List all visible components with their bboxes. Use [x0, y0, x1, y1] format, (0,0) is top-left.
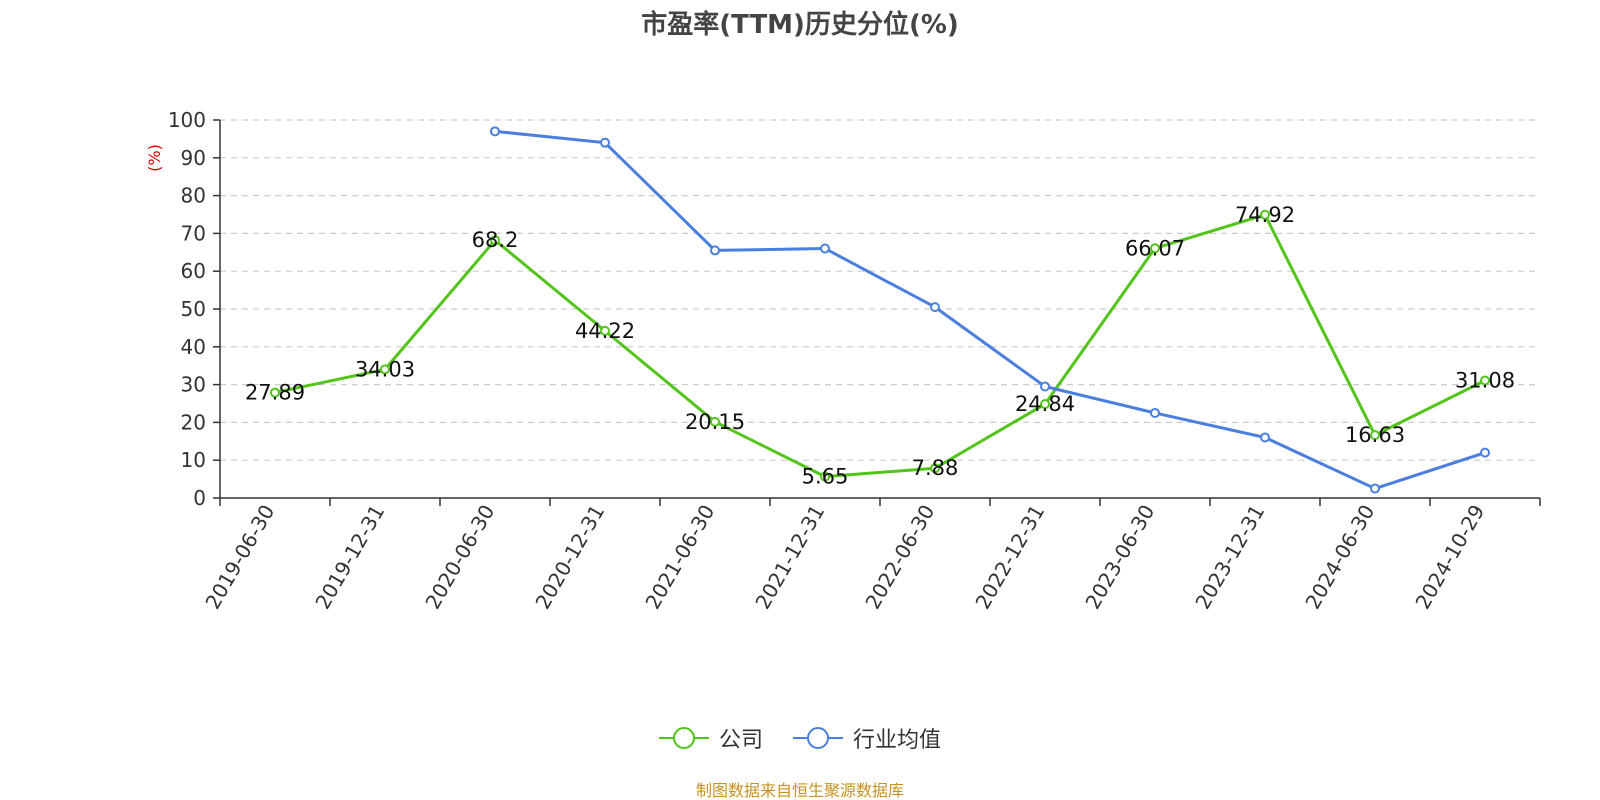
x-tick-label-10: 2024-06-30 — [1300, 501, 1379, 614]
data-label-0-4: 20.15 — [685, 410, 745, 434]
data-label-0-1: 34.03 — [355, 357, 415, 381]
legend-item-company[interactable]: 公司 — [658, 722, 763, 754]
data-label-0-0: 27.89 — [245, 381, 305, 405]
data-point-1-2[interactable] — [490, 126, 500, 137]
y-tick-label-60: 60 — [181, 259, 206, 283]
series-line-1 — [494, 129, 1486, 491]
y-axis-label: (%) — [145, 144, 164, 172]
legend: 公司 行业均值 — [0, 722, 1600, 754]
y-tick-label-0: 0 — [193, 486, 206, 510]
data-point-1-5[interactable] — [820, 243, 830, 254]
data-point-0-0[interactable] — [270, 387, 280, 398]
grid-lines — [220, 119, 1540, 461]
data-point-0-1[interactable] — [380, 364, 390, 375]
data-point-0-4[interactable] — [710, 416, 720, 427]
data-label-0-11: 31.08 — [1455, 369, 1515, 393]
data-label-0-2: 68.2 — [472, 228, 519, 252]
data-label-0-9: 74.92 — [1235, 203, 1295, 227]
data-point-1-8[interactable] — [1150, 407, 1160, 418]
y-tick-label-10: 10 — [181, 448, 206, 472]
x-tick-label-6: 2022-06-30 — [860, 501, 939, 614]
y-tick-label-100: 100 — [168, 108, 206, 132]
data-point-1-3[interactable] — [600, 137, 610, 148]
y-tick-label-50: 50 — [181, 297, 206, 321]
legend-label-company: 公司 — [718, 728, 763, 753]
y-tick-label-80: 80 — [181, 184, 206, 208]
series-line-0 — [274, 213, 1486, 479]
legend-marker-company — [658, 727, 709, 749]
x-tick-label-2: 2020-06-30 — [420, 501, 499, 614]
y-tick-label-40: 40 — [181, 335, 206, 359]
x-tick-label-11: 2024-10-29 — [1410, 501, 1489, 614]
data-point-1-11[interactable] — [1480, 447, 1490, 458]
data-point-0-2[interactable] — [490, 235, 500, 246]
data-point-0-5[interactable] — [820, 471, 830, 482]
data-label-0-7: 24.84 — [1015, 392, 1075, 416]
legend-item-industry-avg[interactable]: 行业均值 — [793, 722, 941, 754]
data-point-0-10[interactable] — [1370, 430, 1380, 441]
x-tick-label-1: 2019-12-31 — [310, 501, 389, 614]
data-point-1-7[interactable] — [1040, 381, 1050, 392]
data-label-0-6: 7.88 — [912, 456, 959, 480]
x-tick-label-4: 2021-06-30 — [640, 501, 719, 614]
x-tick-label-5: 2021-12-31 — [750, 501, 829, 614]
y-tick-label-90: 90 — [181, 146, 206, 170]
legend-label-industry-avg: 行业均值 — [853, 728, 942, 753]
data-label-0-10: 16.63 — [1345, 423, 1405, 447]
chart-title: 市盈率(TTM)历史分位(%) — [641, 10, 959, 40]
x-tick-label-9: 2023-12-31 — [1190, 501, 1269, 614]
data-label-0-5: 5.65 — [802, 465, 849, 489]
y-tick-label-70: 70 — [181, 221, 206, 245]
data-point-0-3[interactable] — [600, 325, 610, 336]
data-label-0-8: 66.07 — [1125, 236, 1185, 260]
source-note: 制图数据来自恒生聚源数据库 — [695, 781, 904, 800]
data-point-1-4[interactable] — [710, 245, 720, 256]
x-tick-label-7: 2022-12-31 — [970, 501, 1049, 614]
y-tick-label-20: 20 — [181, 410, 206, 434]
data-point-0-8[interactable] — [1150, 243, 1160, 254]
x-tick-label-8: 2023-06-30 — [1080, 501, 1159, 614]
x-tick-label-0: 2019-06-30 — [200, 501, 279, 614]
data-point-1-6[interactable] — [930, 302, 940, 313]
data-point-0-6[interactable] — [930, 463, 940, 474]
data-point-1-10[interactable] — [1370, 483, 1380, 494]
data-label-0-3: 44.22 — [575, 319, 635, 343]
data-point-0-11[interactable] — [1480, 375, 1490, 386]
series-layer: 27.89 34.03 68.2 44.22 20.15 5.65 7.88 24.84 66.… — [245, 126, 1515, 494]
x-tick-label-3: 2020-12-31 — [530, 501, 609, 614]
y-tick-label-30: 30 — [181, 373, 206, 397]
data-point-0-7[interactable] — [1040, 399, 1050, 410]
data-point-0-9[interactable] — [1260, 209, 1270, 220]
legend-marker-industry-avg — [793, 727, 843, 749]
data-point-1-9[interactable] — [1260, 432, 1270, 443]
